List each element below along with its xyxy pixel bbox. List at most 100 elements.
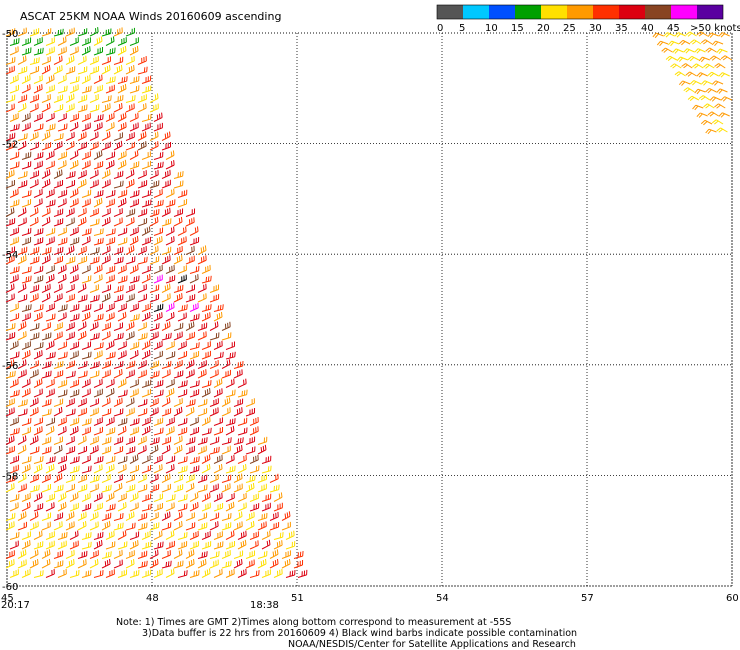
wind-barb [257, 558, 267, 569]
wind-barb [29, 360, 39, 369]
legend-swatch [541, 5, 567, 19]
wind-barb [225, 389, 236, 398]
wind-barb [153, 389, 164, 398]
wind-barb [125, 65, 135, 75]
wind-barb [57, 123, 68, 132]
wind-barb [165, 568, 175, 578]
wind-barb [153, 379, 164, 388]
wind-barb [29, 141, 39, 151]
wind-barb [41, 360, 52, 369]
wind-barb [101, 56, 111, 65]
wind-barb [53, 55, 63, 65]
wind-barb [153, 303, 164, 312]
wind-barb [137, 522, 148, 531]
wind-barb [141, 189, 152, 198]
wind-barb [29, 284, 40, 293]
wind-barb [185, 217, 195, 227]
wind-barb [9, 236, 19, 246]
wind-barb [177, 312, 187, 322]
wind-barb [129, 531, 140, 540]
wind-barb [29, 207, 39, 217]
wind-barb [65, 559, 75, 569]
wind-barb [261, 493, 272, 502]
wind-barb [137, 484, 148, 493]
wind-barb [77, 94, 88, 103]
wind-barb [33, 160, 43, 170]
wind-barb [57, 531, 68, 540]
wind-barb [77, 131, 87, 141]
wind-barb [57, 455, 68, 464]
wind-barb [57, 463, 67, 474]
wind-barb [213, 427, 224, 436]
wind-barb [5, 475, 16, 483]
wind-barb [137, 66, 148, 75]
wind-barb [81, 160, 91, 170]
wind-barb [281, 558, 291, 569]
wind-barb [249, 540, 259, 550]
wind-barb [129, 303, 139, 312]
wind-barb [81, 541, 92, 550]
wind-barb [69, 264, 79, 274]
map-frame [6, 32, 733, 587]
wind-barb [101, 131, 111, 141]
wind-barb [41, 322, 51, 331]
wind-barb [9, 351, 20, 360]
wind-barb [129, 569, 140, 578]
wind-barb [213, 568, 223, 578]
wind-barb [101, 208, 111, 217]
wind-barb [77, 446, 88, 455]
wind-barb [273, 532, 284, 540]
wind-barb [89, 27, 99, 37]
wind-barb [69, 37, 79, 46]
wind-barb [137, 560, 148, 569]
wind-barb [33, 123, 44, 132]
wind-barb [173, 245, 183, 255]
wind-barb [81, 46, 91, 56]
wind-barb [81, 465, 92, 474]
wind-barb [687, 95, 700, 102]
lon-label: 54 [436, 593, 449, 604]
wind-barb [221, 550, 231, 559]
wind-barbs [5, 27, 733, 578]
wind-barb [225, 501, 235, 512]
wind-barb [694, 48, 706, 54]
wind-barb [681, 63, 693, 69]
wind-barb [125, 141, 135, 151]
wind-barb [77, 28, 88, 37]
wind-barb [161, 444, 171, 455]
wind-barb [101, 28, 112, 37]
wind-barb [153, 199, 164, 208]
wind-barb [5, 103, 15, 113]
wind-barb [245, 482, 255, 493]
wind-barb [129, 227, 139, 236]
wind-barb [233, 398, 244, 407]
wind-barb [69, 237, 80, 246]
wind-barb [125, 321, 135, 331]
wind-barb [45, 199, 56, 208]
wind-barb [261, 502, 271, 512]
wind-barb [77, 207, 87, 217]
wind-barb [29, 103, 39, 113]
wind-barb [705, 47, 717, 53]
wind-barb [21, 84, 31, 94]
wind-barb [149, 323, 160, 331]
wind-barb [29, 474, 39, 483]
wind-barb [245, 520, 255, 531]
wind-barb [716, 127, 728, 133]
wind-barb [683, 48, 695, 54]
wind-barb [125, 407, 135, 417]
wind-barb [53, 208, 64, 217]
wind-barb [77, 520, 87, 531]
wind-barb [696, 31, 708, 37]
wind-barb [161, 550, 171, 559]
wind-barb [81, 264, 91, 274]
wind-barb [173, 360, 183, 369]
wind-barb [65, 521, 75, 531]
wind-barb [189, 456, 200, 464]
wind-barb [249, 454, 259, 464]
legend-tick-label: 0 [437, 23, 443, 34]
wind-barb [129, 45, 139, 56]
wind-barb [33, 237, 44, 246]
wind-barb [213, 454, 223, 464]
wind-barb [173, 180, 184, 189]
